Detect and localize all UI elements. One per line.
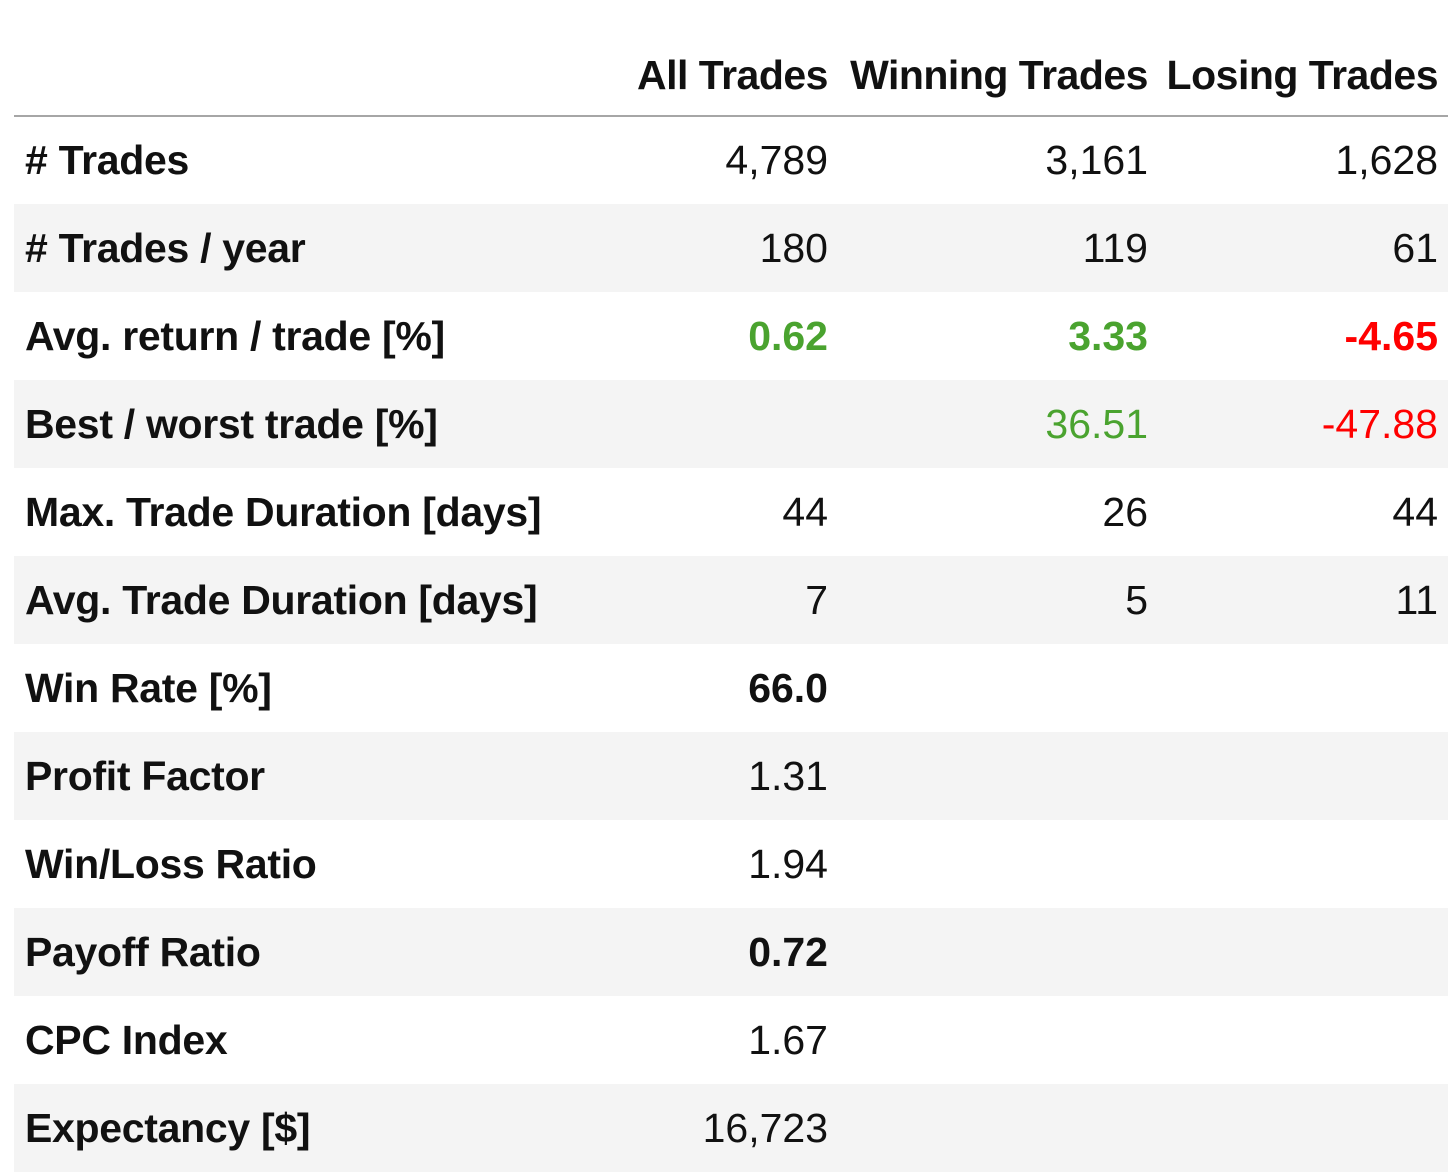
trade-statistics-table-container: All Trades Winning Trades Losing Trades …: [14, 0, 1448, 1172]
table-row: Win/Loss Ratio 1.94: [14, 820, 1448, 908]
header-row: All Trades Winning Trades Losing Trades: [14, 0, 1448, 117]
losing-trades-value: [1150, 732, 1448, 820]
losing-trades-value: 44: [1392, 488, 1438, 535]
metric-label: CPC Index: [25, 1016, 228, 1063]
trade-statistics-table: All Trades Winning Trades Losing Trades …: [14, 0, 1448, 1172]
table-row: Payoff Ratio 0.72: [14, 908, 1448, 996]
table-row: Profit Factor 1.31: [14, 732, 1448, 820]
metric-label: Avg. return / trade [%]: [25, 312, 445, 359]
winning-trades-value: [830, 820, 1150, 908]
losing-trades-value: -47.88: [1321, 400, 1438, 447]
metric-label: Expectancy [$]: [25, 1104, 311, 1151]
table-header: All Trades Winning Trades Losing Trades: [14, 0, 1448, 117]
winning-trades-value: 3,161: [1045, 137, 1148, 183]
metric-label: Win Rate [%]: [25, 664, 272, 711]
winning-trades-value: [830, 996, 1150, 1084]
metric-label: Max. Trade Duration [days]: [25, 488, 542, 535]
metric-label: # Trades / year: [25, 224, 306, 271]
header-all-trades: All Trades: [574, 0, 830, 117]
winning-trades-value: 119: [1082, 224, 1148, 271]
losing-trades-value: [1150, 908, 1448, 996]
all-trades-value: 66.0: [748, 664, 828, 711]
table-row: Expectancy [$] 16,723: [14, 1084, 1448, 1172]
losing-trades-value: [1150, 820, 1448, 908]
table-row: Best / worst trade [%] 36.51 -47.88: [14, 380, 1448, 468]
losing-trades-value: [1150, 644, 1448, 732]
winning-trades-value: [830, 1084, 1150, 1172]
losing-trades-value: 11: [1395, 576, 1438, 623]
losing-trades-value: -4.65: [1344, 312, 1438, 359]
all-trades-value: 1.67: [748, 1016, 828, 1063]
header-winning-trades: Winning Trades: [830, 0, 1150, 117]
winning-trades-value: 36.51: [1045, 400, 1148, 447]
winning-trades-value: 26: [1102, 488, 1148, 535]
table-row: # Trades 4,789 3,161 1,628: [14, 116, 1448, 204]
metric-label: Profit Factor: [25, 752, 265, 799]
header-metric: [14, 0, 574, 117]
all-trades-value: 16,723: [702, 1104, 828, 1151]
table-row: Win Rate [%] 66.0: [14, 644, 1448, 732]
winning-trades-value: [830, 908, 1150, 996]
winning-trades-value: 3.33: [1068, 312, 1148, 359]
all-trades-value: 44: [782, 488, 828, 535]
all-trades-value: 0.62: [748, 312, 828, 359]
all-trades-value: 7: [805, 576, 828, 623]
header-losing-trades: Losing Trades: [1150, 0, 1448, 117]
all-trades-value: 180: [759, 224, 828, 271]
table-row: Max. Trade Duration [days] 44 26 44: [14, 468, 1448, 556]
winning-trades-value: [830, 644, 1150, 732]
losing-trades-value: 61: [1392, 224, 1438, 271]
table-body: # Trades 4,789 3,161 1,628 # Trades / ye…: [14, 116, 1448, 1172]
metric-label: Best / worst trade [%]: [25, 400, 438, 447]
metric-label: Win/Loss Ratio: [25, 840, 317, 887]
winning-trades-value: 5: [1125, 576, 1148, 623]
table-row: CPC Index 1.67: [14, 996, 1448, 1084]
metric-label: Avg. Trade Duration [days]: [25, 576, 538, 623]
metric-label: Payoff Ratio: [25, 928, 261, 975]
winning-trades-value: [830, 732, 1150, 820]
metric-label: # Trades: [25, 137, 189, 183]
losing-trades-value: 1,628: [1335, 137, 1438, 183]
table-row: Avg. return / trade [%] 0.62 3.33 -4.65: [14, 292, 1448, 380]
losing-trades-value: [1150, 1084, 1448, 1172]
all-trades-value: 1.31: [748, 752, 828, 799]
losing-trades-value: [1150, 996, 1448, 1084]
table-row: Avg. Trade Duration [days] 7 5 11: [14, 556, 1448, 644]
all-trades-value: 0.72: [748, 928, 828, 975]
all-trades-value: 1.94: [748, 840, 828, 887]
all-trades-value: 4,789: [725, 137, 828, 183]
table-row: # Trades / year 180 119 61: [14, 204, 1448, 292]
all-trades-value: [574, 380, 830, 468]
